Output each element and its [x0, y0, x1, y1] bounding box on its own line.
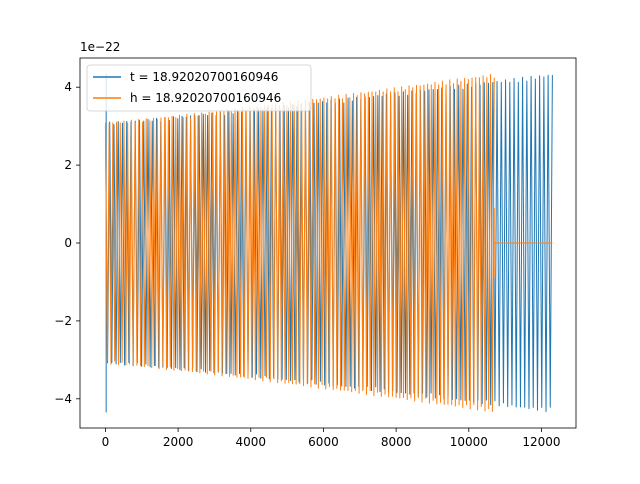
- y-tick-label: −4: [54, 392, 72, 406]
- legend-label-1: t = 18.92020700160946: [130, 70, 278, 84]
- legend-box: [86, 64, 312, 112]
- series-line-2: [104, 73, 553, 412]
- x-tick-label: 6000: [308, 435, 339, 449]
- x-tick-label: 12000: [522, 435, 560, 449]
- x-axis: 0 2000 4000 6000 8000 10000 12000: [102, 428, 561, 449]
- y-tick-label: 2: [64, 158, 72, 172]
- x-tick-label: 0: [102, 435, 110, 449]
- y-offset-label: 1e−22: [80, 40, 120, 54]
- series-layer: [104, 73, 553, 413]
- x-tick-label: 10000: [450, 435, 488, 449]
- x-tick-label: 4000: [236, 435, 267, 449]
- y-tick-label: 0: [64, 236, 72, 250]
- x-tick-label: 8000: [381, 435, 412, 449]
- x-tick-label: 2000: [163, 435, 194, 449]
- y-tick-label: 4: [64, 80, 72, 94]
- legend: t = 18.92020700160946 h = 18.920207001609…: [86, 64, 312, 112]
- legend-label-2: h = 18.92020700160946: [130, 91, 281, 105]
- y-axis: −4 −2 0 2 4: [54, 80, 80, 406]
- y-tick-label: −2: [54, 314, 72, 328]
